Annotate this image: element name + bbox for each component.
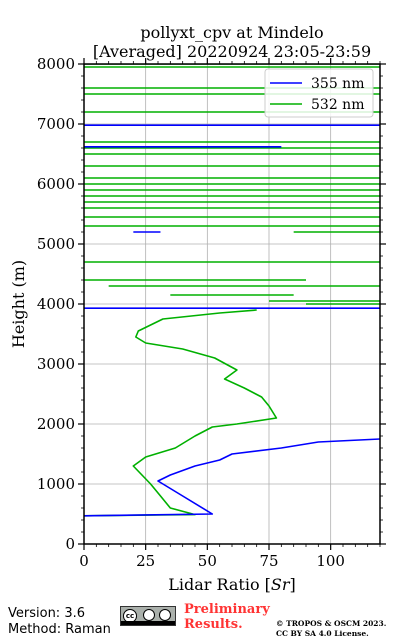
legend-box [264,68,374,118]
version-text: Version: 3.6 [8,606,85,621]
preliminary-line1: Preliminary [184,602,270,617]
copyright-line1: © TROPOS & OSCM 2023. [276,619,387,628]
y-tick-label: 3000 [37,355,75,373]
axes: 0 25 50 75 100010002000300040005000600070008… [37,55,386,570]
x-tick-label: 25 [136,552,155,570]
x-tick-label: 0 [79,552,89,570]
y-tick-label: 7000 [37,115,75,133]
method-text: Method: Raman [8,622,111,637]
preliminary-line2: Results. [184,617,243,632]
preliminary-notice: Preliminary Results. [184,602,270,632]
lidar-ratio-chart: pollyxt_cpv at Mindelo [Averaged] 202209… [9,23,386,594]
cc-strip [121,621,175,625]
series-355-nm-profile [84,438,380,517]
x-tick-label: 100 [316,552,345,570]
x-tick-label: 75 [259,552,278,570]
copyright-notice: © TROPOS & OSCM 2023. CC BY SA 4.0 Licen… [276,619,386,639]
y-tick-label: 8000 [37,55,75,73]
legend-532-label: 532 nm [311,97,364,113]
legend: 355 nm 532 nm [264,68,374,118]
y-tick-label: 1000 [37,475,75,493]
legend-355-label: 355 nm [311,76,364,92]
x-axis-label: Lidar Ratio [Sr] [168,575,296,594]
series-layer [84,64,380,517]
y-tick-label: 6000 [37,175,75,193]
chart-title-line1: pollyxt_cpv at Mindelo [140,23,323,42]
y-tick-label: 2000 [37,415,75,433]
copyright-line2: CC BY SA 4.0 License. [276,629,369,638]
y-tick-label: 0 [65,535,75,553]
y-axis-label: Height (m) [9,260,28,348]
sa-icon [159,609,171,621]
by-icon [143,609,155,621]
series-group [84,64,380,517]
y-tick-label: 5000 [37,235,75,253]
y-tick-label: 4000 [37,295,75,313]
cc-license-badge: cc [120,606,176,626]
x-tick-label: 50 [198,552,217,570]
chart-title-line2: [Averaged] 20220924 23:05-23:59 [93,42,371,61]
series-532-nm-profile [84,309,278,517]
